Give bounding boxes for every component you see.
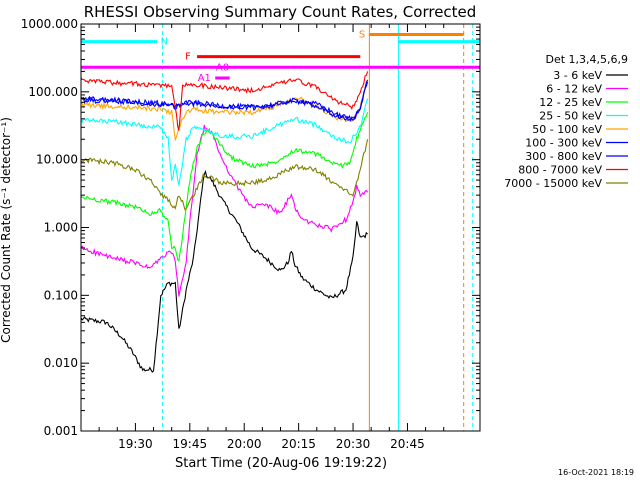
flag-label: S [359, 30, 365, 41]
series-line [80, 112, 369, 262]
legend-label: 25 - 50 keV [539, 110, 602, 123]
legend-label: 100 - 300 keV [525, 137, 602, 150]
x-tick-label: 20:15 [281, 437, 316, 451]
legend-header: Det 1,3,4,5,6,9 [545, 53, 628, 66]
series-line [80, 81, 369, 121]
series-line [80, 71, 369, 131]
legend-label: 12 - 25 keV [539, 96, 602, 109]
flag-label: N [161, 37, 168, 48]
flag-label: F [185, 52, 191, 63]
x-tick-label: 20:45 [390, 437, 425, 451]
y-axis-label: Corrected Count Rate (s⁻¹ detector⁻¹) [0, 117, 13, 343]
chart-title: RHESSI Observing Summary Count Rates, Co… [84, 3, 477, 21]
y-tick-label: 0.100 [44, 288, 78, 302]
legend-label: 3 - 6 keV [553, 69, 602, 82]
legend-label: 800 - 7000 keV [518, 164, 602, 177]
y-tick-label: 0.010 [44, 356, 78, 370]
x-tick-label: 20:00 [227, 437, 262, 451]
x-tick-label: 20:30 [336, 437, 371, 451]
y-tick-label: 1.000 [44, 221, 78, 235]
y-tick-label: 10.000 [36, 153, 78, 167]
series-line [80, 169, 368, 373]
series-line [80, 139, 369, 211]
footer-timestamp: 16-Oct-2021 18:19 [558, 468, 634, 477]
legend-label: 7000 - 15000 keV [504, 177, 602, 190]
y-tick-label: 0.001 [44, 424, 78, 438]
legend-label: 50 - 100 keV [532, 123, 602, 136]
flag-label: A0 [216, 62, 229, 73]
x-tick-label: 19:30 [118, 437, 153, 451]
legend-label: 300 - 800 keV [525, 150, 602, 163]
x-axis-label: Start Time (20-Aug-06 19:19:22) [175, 456, 387, 471]
y-tick-label: 1000.000 [21, 17, 78, 31]
legend-label: 6 - 12 keV [546, 83, 602, 96]
series-line [80, 98, 369, 186]
series-line [80, 124, 369, 297]
flag-label: A1 [198, 73, 211, 84]
y-tick-label: 100.000 [28, 85, 78, 99]
x-tick-label: 19:45 [173, 437, 208, 451]
